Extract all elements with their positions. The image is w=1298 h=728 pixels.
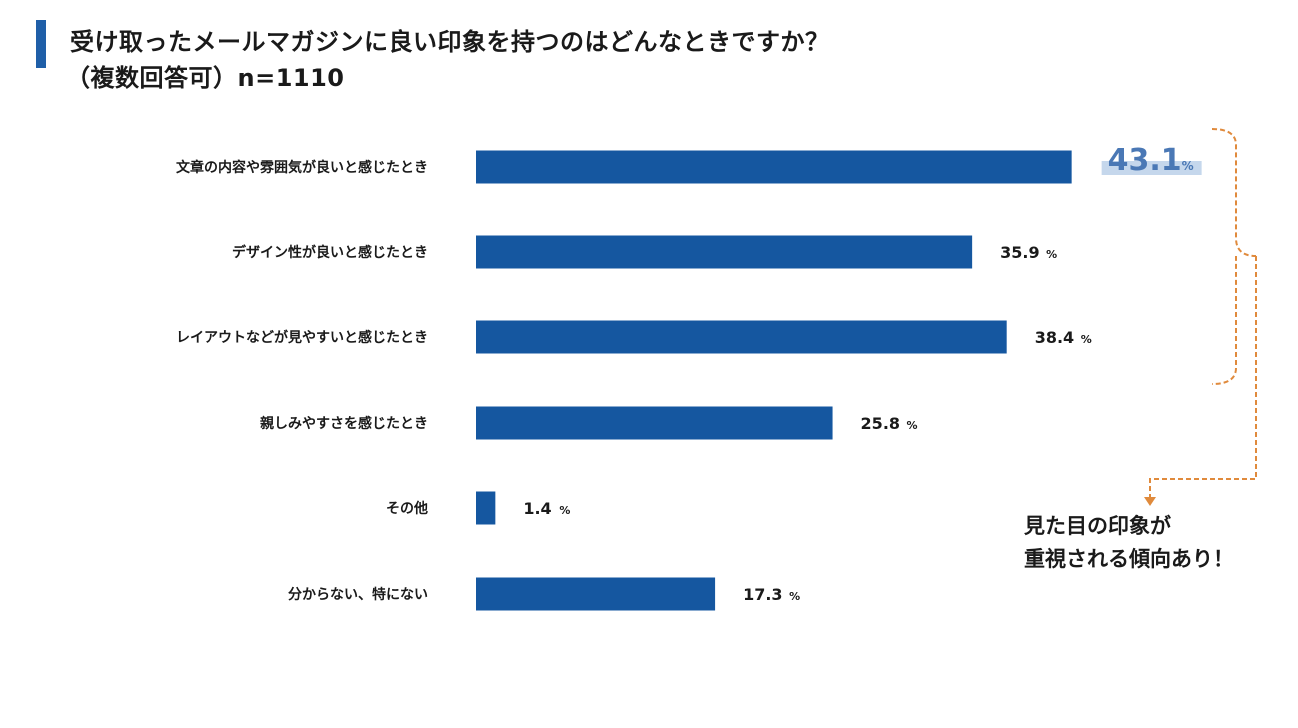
value-label: 35.9 xyxy=(1000,243,1039,262)
callout-line2: 重視される傾向あり！ xyxy=(1024,547,1234,571)
title-accent-bar xyxy=(36,20,46,68)
category-label: デザイン性が良いと感じたとき xyxy=(232,244,428,261)
bar xyxy=(476,406,833,440)
callout-note: 見た目の印象が 重視される傾向あり！ xyxy=(1024,510,1234,576)
value-label: 17.3 xyxy=(743,585,782,604)
category-label: 文章の内容や雰囲気が良いと感じたとき xyxy=(176,159,428,176)
value-label: 25.8 xyxy=(861,414,900,433)
value-label: 1.4 xyxy=(523,499,551,518)
bar xyxy=(476,150,1072,184)
category-label: 親しみやすさを感じたとき xyxy=(260,415,428,432)
value-unit: % xyxy=(1182,159,1194,173)
category-label: レイアウトなどが見やすいと感じたとき xyxy=(176,329,428,346)
value-unit: % xyxy=(907,419,918,432)
callout-line1: 見た目の印象が xyxy=(1024,514,1171,538)
chart-title-line1: 受け取ったメールマガジンに良い印象を持つのはどんなときですか？ xyxy=(70,28,830,56)
connector-arrowhead xyxy=(1144,497,1156,506)
callout-connector xyxy=(1149,256,1257,498)
value-highlight-box xyxy=(1101,161,1202,175)
value-unit: % xyxy=(1046,248,1057,261)
group-bracket xyxy=(1211,128,1257,385)
bar xyxy=(476,235,973,269)
category-label: 分からない、特にない xyxy=(288,586,428,603)
chart-title: 受け取ったメールマガジンに良い印象を持つのはどんなときですか？ （複数回答可）n… xyxy=(66,24,830,96)
bar xyxy=(476,491,496,525)
chart-title-line2: （複数回答可）n=1110 xyxy=(66,64,345,92)
value-label: 43.1 xyxy=(1108,143,1182,178)
value-label: 38.4 xyxy=(1035,328,1074,347)
value-unit: % xyxy=(1081,333,1092,346)
value-unit: % xyxy=(789,590,800,603)
bar xyxy=(476,577,716,611)
value-unit: % xyxy=(559,504,570,517)
category-label: その他 xyxy=(386,500,428,517)
bar xyxy=(476,320,1007,354)
